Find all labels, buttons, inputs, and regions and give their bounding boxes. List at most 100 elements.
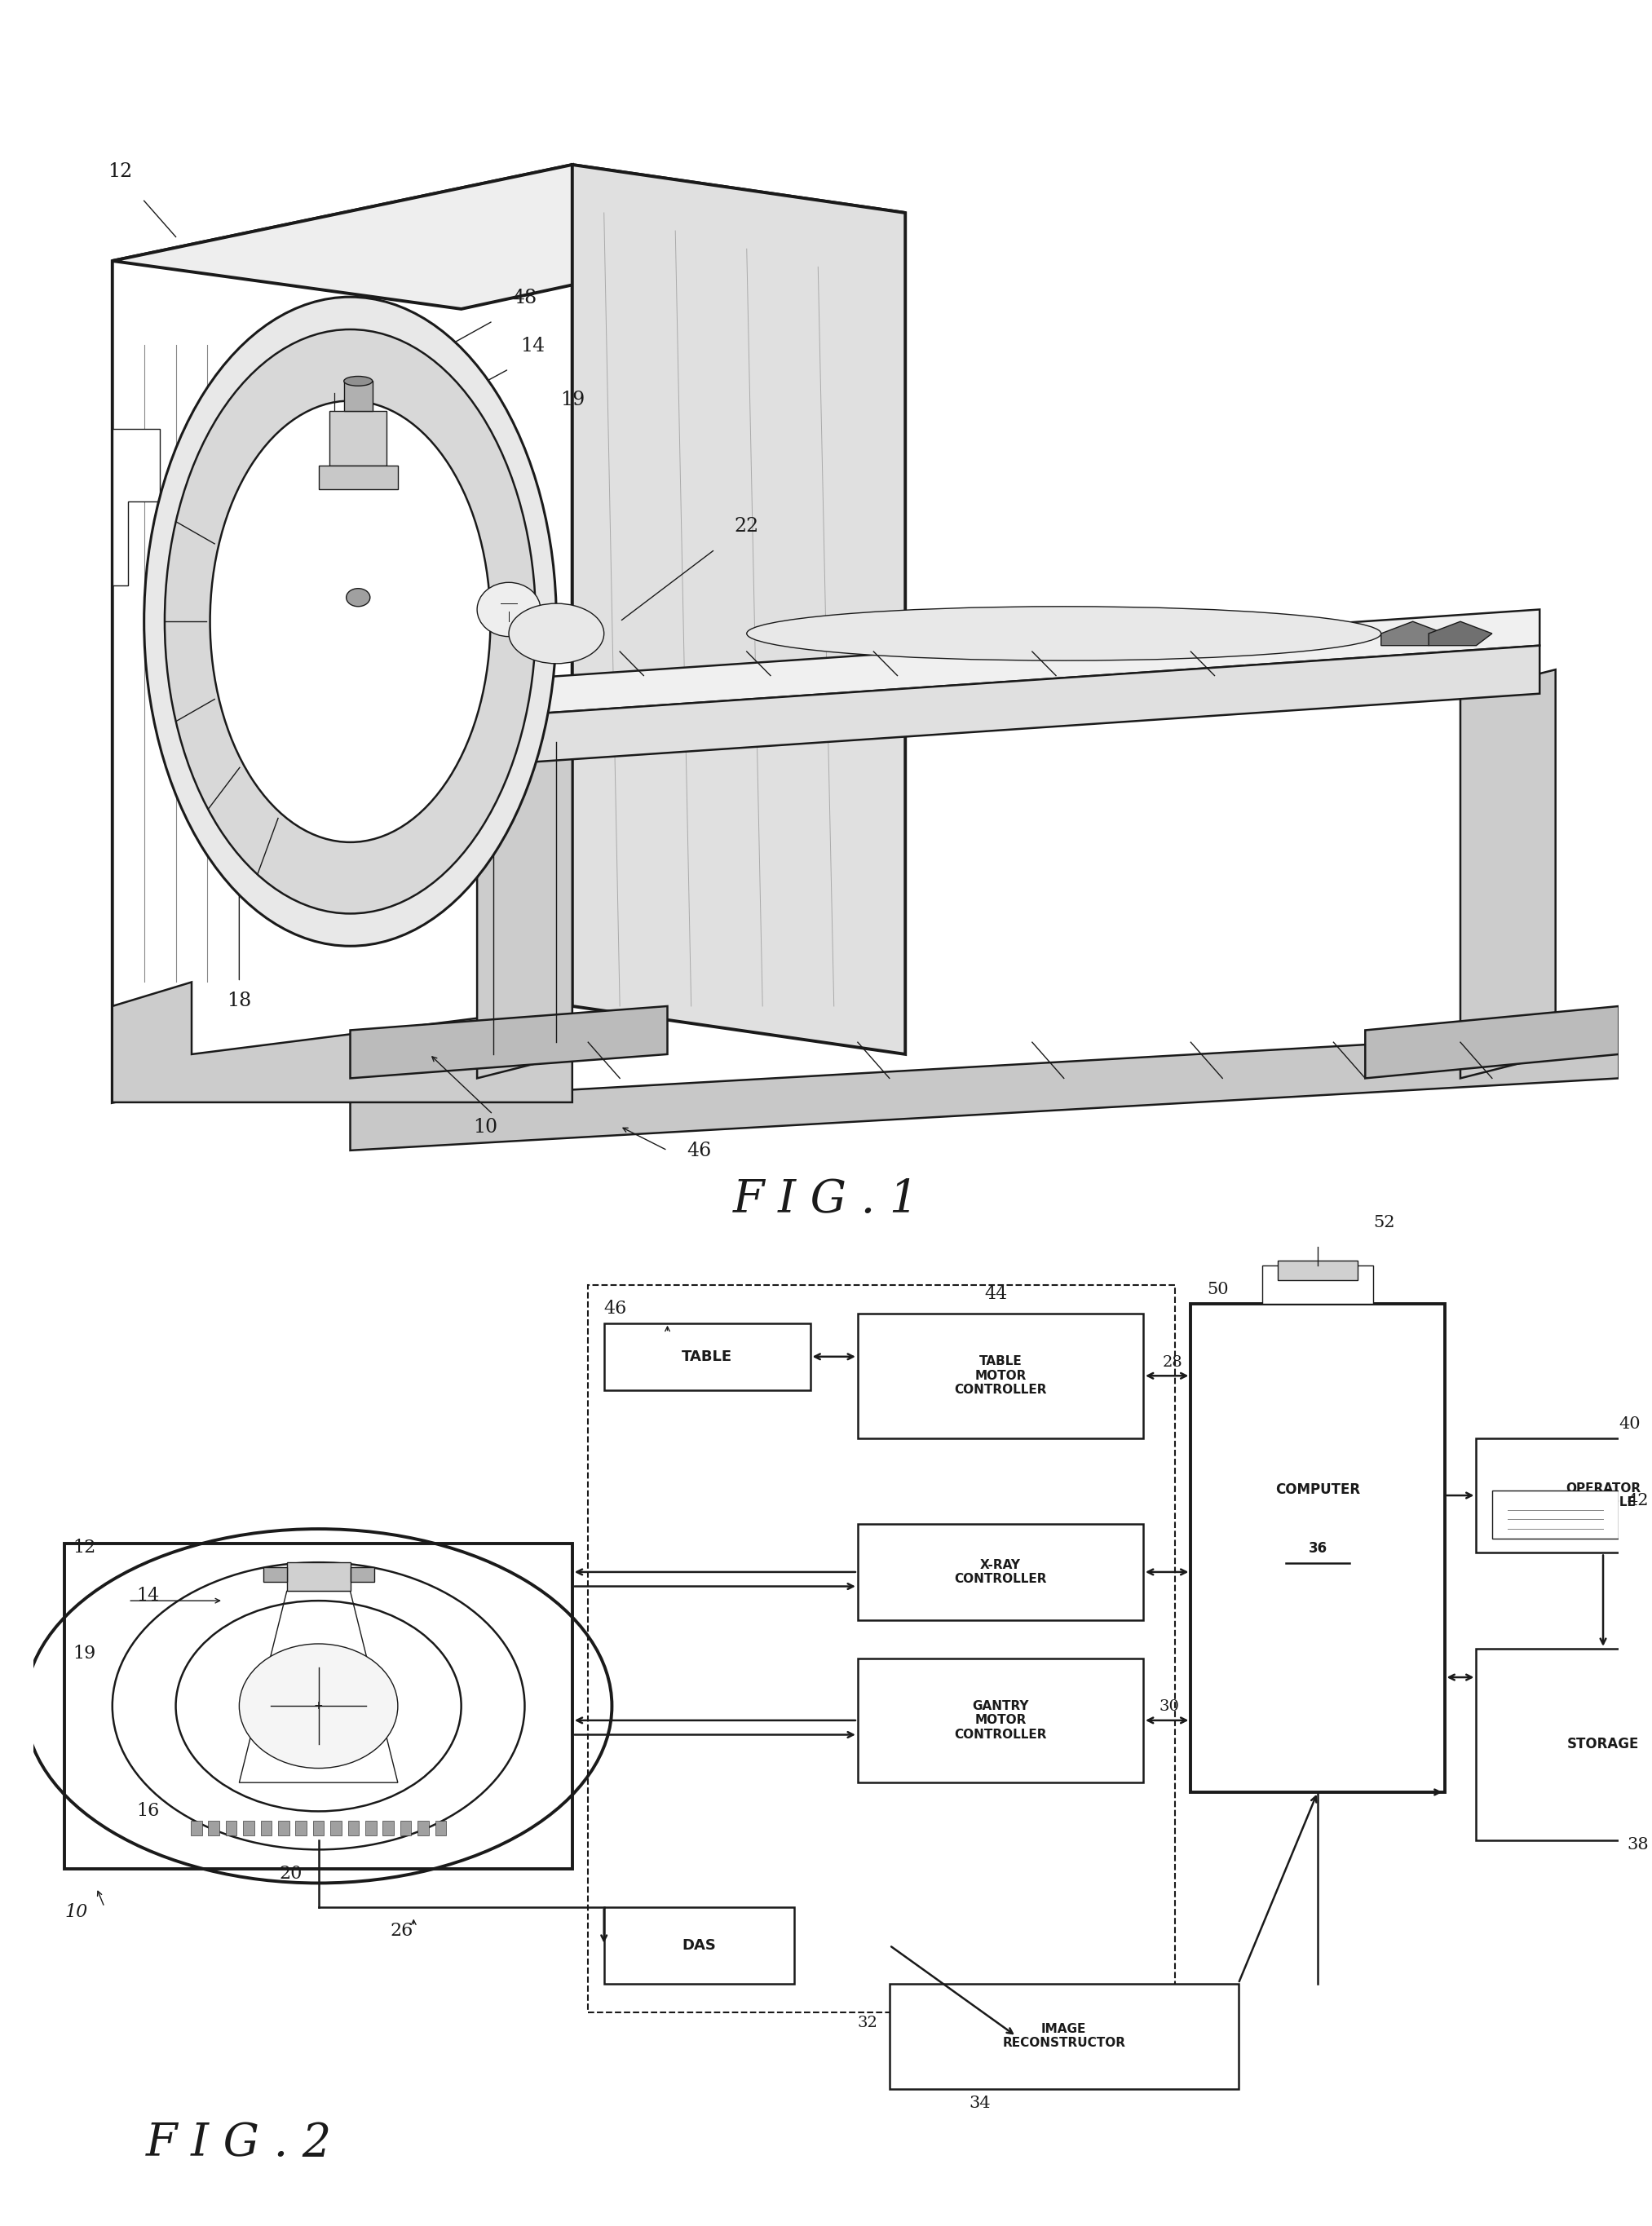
Polygon shape xyxy=(112,982,572,1102)
Polygon shape xyxy=(1365,1006,1619,1077)
Text: DAS: DAS xyxy=(682,1939,717,1952)
Text: 24: 24 xyxy=(254,1712,278,1730)
Bar xyxy=(857,1313,1143,1438)
Bar xyxy=(605,1908,795,1983)
Text: 14: 14 xyxy=(135,1587,159,1605)
Bar xyxy=(1270,1204,1365,1242)
Text: 10: 10 xyxy=(472,1117,497,1137)
Bar xyxy=(226,1821,236,1834)
Text: 46: 46 xyxy=(605,1300,628,1318)
Ellipse shape xyxy=(210,401,491,841)
Bar xyxy=(1191,1304,1444,1792)
Polygon shape xyxy=(572,165,905,1055)
Text: +: + xyxy=(314,1701,324,1712)
Text: TABLE
MOTOR
CONTROLLER: TABLE MOTOR CONTROLLER xyxy=(955,1356,1047,1396)
Bar xyxy=(64,1543,572,1870)
Text: 42: 42 xyxy=(1627,1494,1649,1509)
Text: 20: 20 xyxy=(279,1865,302,1883)
Bar xyxy=(1477,1649,1652,1841)
Polygon shape xyxy=(112,165,905,309)
Bar xyxy=(312,1821,324,1834)
Ellipse shape xyxy=(165,329,535,913)
Text: 50: 50 xyxy=(1206,1282,1229,1298)
Text: COMPUTER: COMPUTER xyxy=(1275,1483,1360,1496)
Text: 52: 52 xyxy=(1373,1215,1394,1231)
Bar xyxy=(192,1821,202,1834)
Text: 46: 46 xyxy=(687,1142,712,1160)
Bar xyxy=(263,1567,287,1580)
Polygon shape xyxy=(477,741,572,1077)
Text: 14: 14 xyxy=(520,336,545,356)
Bar xyxy=(243,1821,254,1834)
Bar xyxy=(588,1284,1175,2012)
Bar xyxy=(208,1821,220,1834)
Ellipse shape xyxy=(240,1643,398,1767)
Bar xyxy=(1492,1491,1619,1538)
Bar xyxy=(261,1821,271,1834)
Ellipse shape xyxy=(747,605,1381,661)
Bar xyxy=(1477,1438,1652,1554)
Text: 44: 44 xyxy=(985,1284,1008,1302)
Bar xyxy=(350,1567,373,1580)
Bar xyxy=(349,1821,358,1834)
Text: X-RAY
CONTROLLER: X-RAY CONTROLLER xyxy=(955,1558,1047,1585)
Bar xyxy=(1262,1267,1373,1304)
Text: 19: 19 xyxy=(560,390,585,410)
Bar xyxy=(857,1658,1143,1783)
Polygon shape xyxy=(477,610,1540,717)
Text: STORAGE: STORAGE xyxy=(1568,1736,1639,1752)
Text: IMAGE
RECONSTRUCTOR: IMAGE RECONSTRUCTOR xyxy=(1003,2023,1125,2050)
Bar xyxy=(383,1821,393,1834)
Text: 12: 12 xyxy=(73,1538,96,1556)
Ellipse shape xyxy=(347,588,370,605)
Bar xyxy=(319,465,398,490)
Text: TABLE: TABLE xyxy=(682,1349,732,1365)
Bar xyxy=(330,412,387,465)
Bar xyxy=(889,1983,1239,2088)
Bar xyxy=(1285,1209,1350,1238)
Polygon shape xyxy=(477,646,1540,766)
Bar xyxy=(365,1821,377,1834)
Text: F I G . 2: F I G . 2 xyxy=(147,2121,332,2166)
Circle shape xyxy=(25,1529,611,1883)
Ellipse shape xyxy=(144,296,557,946)
Polygon shape xyxy=(1460,670,1556,1077)
Bar xyxy=(605,1322,809,1389)
Ellipse shape xyxy=(344,376,372,385)
Bar xyxy=(344,381,372,412)
Bar xyxy=(1279,1260,1358,1280)
Text: 48: 48 xyxy=(512,289,537,307)
Text: 18: 18 xyxy=(226,991,251,1011)
Bar xyxy=(400,1821,411,1834)
Text: 22: 22 xyxy=(192,1654,215,1672)
Ellipse shape xyxy=(477,583,540,637)
Text: 40: 40 xyxy=(1619,1416,1640,1431)
Text: 16: 16 xyxy=(135,1803,159,1821)
Text: 26: 26 xyxy=(390,1921,413,1939)
Bar xyxy=(296,1821,307,1834)
Text: 34: 34 xyxy=(968,2097,991,2110)
Polygon shape xyxy=(112,165,572,1102)
Bar xyxy=(418,1821,430,1834)
Ellipse shape xyxy=(112,1563,525,1850)
Text: 19: 19 xyxy=(73,1645,96,1663)
Text: GANTRY
MOTOR
CONTROLLER: GANTRY MOTOR CONTROLLER xyxy=(955,1701,1047,1741)
Ellipse shape xyxy=(509,603,605,663)
Text: 38: 38 xyxy=(1627,1836,1649,1852)
Polygon shape xyxy=(112,430,160,585)
Polygon shape xyxy=(350,1031,1619,1151)
Text: F I G . 1: F I G . 1 xyxy=(733,1178,919,1222)
Bar xyxy=(278,1821,289,1834)
Text: 10: 10 xyxy=(64,1903,88,1921)
Text: 28: 28 xyxy=(1163,1356,1183,1369)
Text: 36: 36 xyxy=(1308,1540,1327,1556)
Text: 12: 12 xyxy=(107,162,132,180)
Polygon shape xyxy=(1381,621,1444,646)
Bar xyxy=(287,1563,350,1592)
Text: 30: 30 xyxy=(1160,1698,1180,1714)
Text: OPERATOR
CONSOLE: OPERATOR CONSOLE xyxy=(1566,1483,1640,1509)
Bar xyxy=(857,1525,1143,1621)
Bar xyxy=(434,1821,446,1834)
Text: 22: 22 xyxy=(735,516,758,536)
Text: 32: 32 xyxy=(857,2015,877,2030)
